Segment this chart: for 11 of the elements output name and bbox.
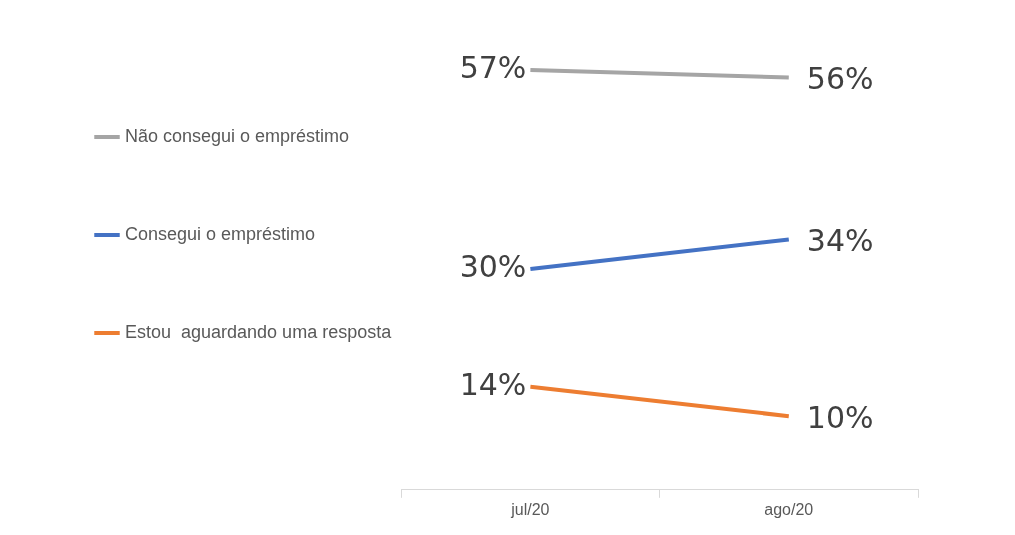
legend-label: Consegui o empréstimo	[125, 223, 316, 244]
data-label: 57%	[459, 49, 527, 85]
x-tick-label: jul/20	[510, 500, 550, 518]
data-label: 14%	[459, 366, 527, 402]
legend-label: Estou aguardando uma resposta	[125, 321, 393, 342]
legend-label: Não consegui o empréstimo	[125, 125, 350, 146]
data-label: 10%	[806, 399, 874, 435]
x-tick-label: ago/20	[764, 500, 814, 518]
data-label: 30%	[459, 248, 527, 284]
data-label: 56%	[806, 61, 874, 97]
data-label: 34%	[806, 223, 874, 259]
